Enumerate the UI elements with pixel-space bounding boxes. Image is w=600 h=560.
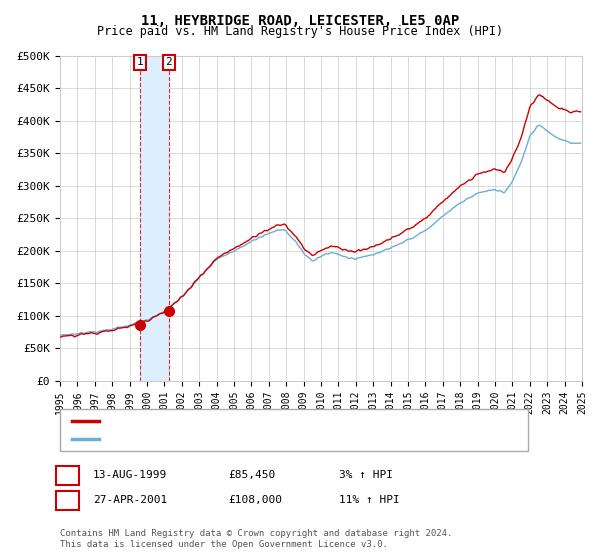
Text: Contains HM Land Registry data © Crown copyright and database right 2024.
This d: Contains HM Land Registry data © Crown c… <box>60 529 452 549</box>
Text: 13-AUG-1999: 13-AUG-1999 <box>93 470 167 480</box>
Text: 11, HEYBRIDGE ROAD, LEICESTER, LE5 0AP (detached house): 11, HEYBRIDGE ROAD, LEICESTER, LE5 0AP (… <box>104 416 448 426</box>
Text: 2: 2 <box>64 495 71 505</box>
Text: Price paid vs. HM Land Registry's House Price Index (HPI): Price paid vs. HM Land Registry's House … <box>97 25 503 38</box>
Text: 11% ↑ HPI: 11% ↑ HPI <box>339 495 400 505</box>
Text: 27-APR-2001: 27-APR-2001 <box>93 495 167 505</box>
Text: £108,000: £108,000 <box>228 495 282 505</box>
Text: £85,450: £85,450 <box>228 470 275 480</box>
Bar <box>140 56 169 381</box>
Text: HPI: Average price, detached house, Leicester: HPI: Average price, detached house, Leic… <box>104 434 385 444</box>
Text: 2: 2 <box>166 58 172 68</box>
Text: 3% ↑ HPI: 3% ↑ HPI <box>339 470 393 480</box>
Text: 1: 1 <box>64 470 71 480</box>
Text: 1: 1 <box>136 58 143 68</box>
Text: 11, HEYBRIDGE ROAD, LEICESTER, LE5 0AP: 11, HEYBRIDGE ROAD, LEICESTER, LE5 0AP <box>141 14 459 28</box>
